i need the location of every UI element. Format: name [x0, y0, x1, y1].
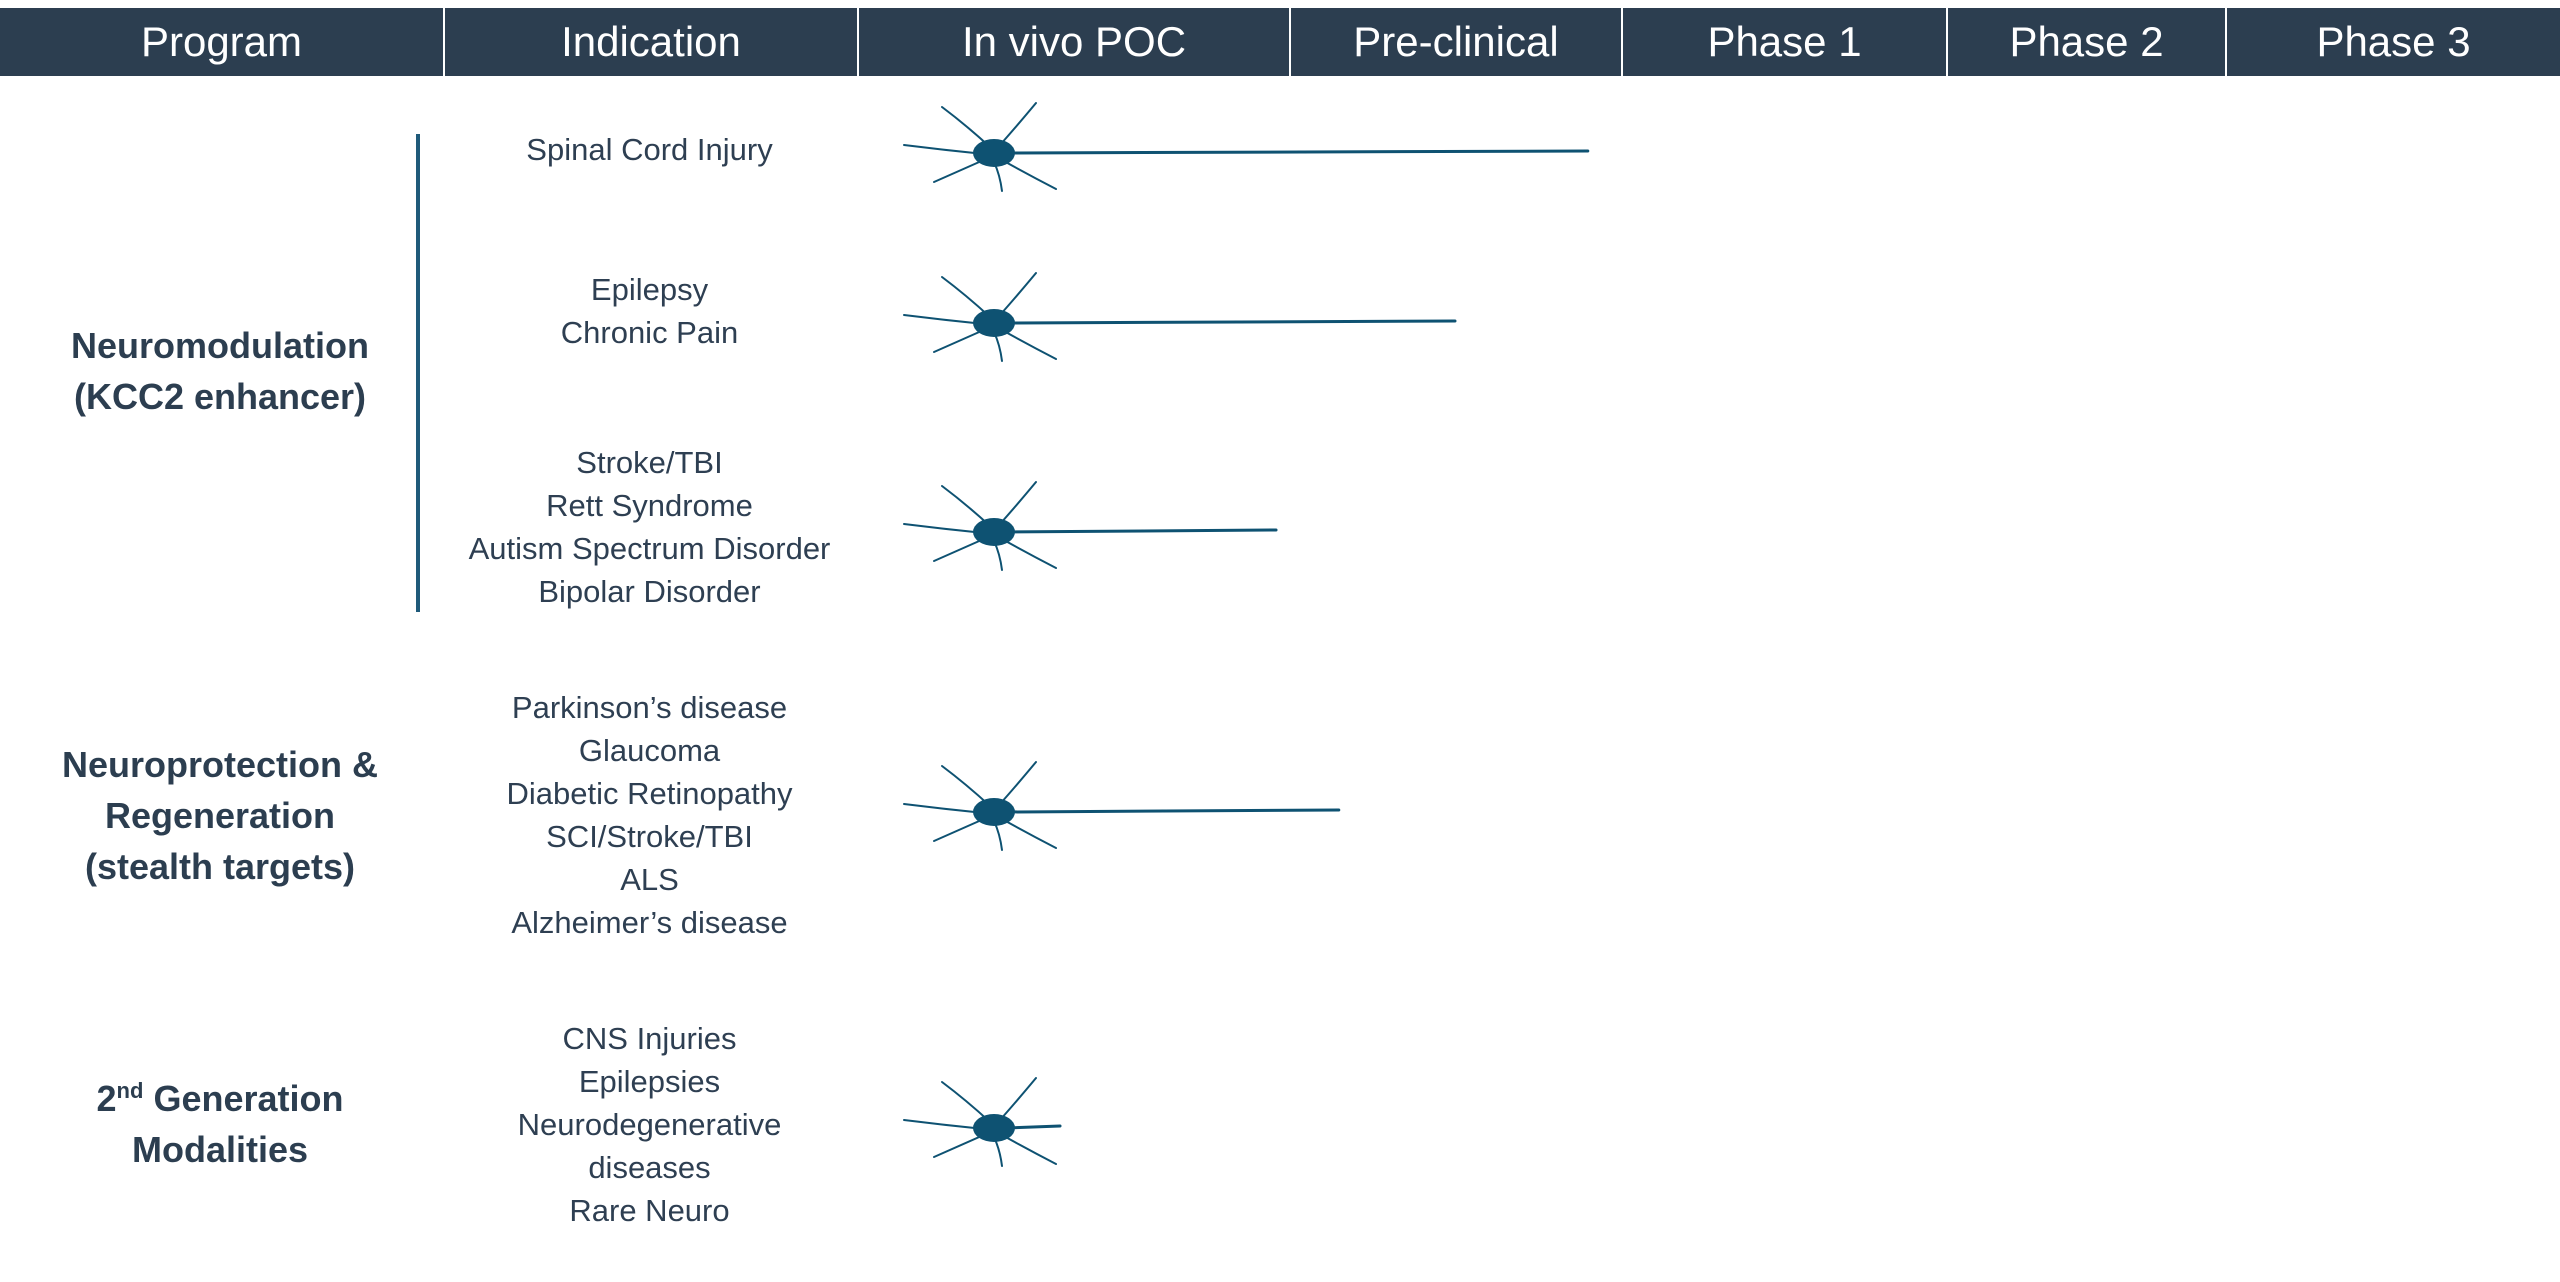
neuron-dendrite: [999, 761, 1037, 805]
neuron-dendrite: [1001, 818, 1057, 849]
header-phase-2: Phase 2: [1946, 8, 2225, 76]
program-line: (KCC2 enhancer): [73, 376, 367, 417]
header-phase-1: Phase 1: [1621, 8, 1946, 76]
neuron-dendrite: [999, 102, 1037, 146]
neuron-dendrite: [933, 328, 987, 353]
neuron-dendrite: [999, 481, 1037, 525]
header-pre-clinical: Pre-clinical: [1289, 8, 1621, 76]
neuron-dendrite: [903, 1119, 985, 1130]
neuron-marker: [903, 481, 1278, 571]
indication-item: diseases: [588, 1150, 711, 1185]
program-line: Regeneration: [104, 795, 336, 836]
neuron-dendrite: [1001, 159, 1057, 190]
neuron-dendrite: [999, 272, 1037, 316]
indication-item: CNS Injuries: [562, 1021, 737, 1056]
header-in-vivo-poc: In vivo POC: [857, 8, 1289, 76]
indication-group-2: Epilepsy Chronic Pain: [442, 268, 857, 354]
neuron-dendrite: [903, 314, 985, 325]
neuron-dendrite: [903, 803, 985, 814]
neuromodulation-group-bar: [416, 134, 420, 612]
neuron-dendrite: [941, 765, 991, 807]
neuron-axon: [1004, 149, 1590, 155]
indication-item: Diabetic Retinopathy: [506, 776, 793, 811]
neuron-soma: [973, 139, 1015, 167]
neuron-axon: [1004, 528, 1278, 534]
neuron-axon: [1004, 808, 1341, 814]
header-phase-3: Phase 3: [2225, 8, 2560, 76]
indication-item: Chronic Pain: [560, 315, 739, 350]
program-line: 2nd Generation: [0, 1073, 440, 1124]
neuron-soma: [973, 1114, 1015, 1142]
neuron-dendrite: [1001, 1134, 1057, 1165]
indication-item: Rett Syndrome: [546, 488, 753, 523]
neuron-dendrite: [1001, 538, 1057, 569]
neuron-marker: [903, 272, 1457, 362]
program-superscript: nd: [116, 1078, 144, 1103]
indication-item: Rare Neuro: [569, 1193, 730, 1228]
neuron-axon: [1004, 1124, 1062, 1130]
indication-item: Epilepsy: [590, 272, 709, 307]
neuron-dendrite: [999, 1077, 1037, 1121]
program-line: Neuromodulation: [71, 325, 369, 366]
indication-item: Spinal Cord Injury: [526, 132, 773, 167]
program-word: Generation: [153, 1078, 344, 1119]
indication-item: Epilepsies: [578, 1064, 721, 1099]
indication-item: Parkinson’s disease: [511, 690, 788, 725]
program-line: Neuroprotection &: [61, 744, 378, 785]
pipeline-header: Program Indication In vivo POC Pre-clini…: [0, 8, 2560, 76]
indication-item: ALS: [620, 862, 679, 897]
neuron-dendrite: [933, 1133, 987, 1158]
neuron-dendrite: [1001, 329, 1057, 360]
neuron-marker: [903, 761, 1341, 851]
neuron-dendrite: [933, 537, 987, 562]
neuron-dendrite: [941, 1081, 991, 1123]
neuron-dendrite: [903, 144, 985, 155]
neuron-soma: [973, 518, 1015, 546]
indication-item: Stroke/TBI: [576, 445, 723, 480]
indication-item: Autism Spectrum Disorder: [468, 531, 831, 566]
indication-group-5: CNS Injuries Epilepsies Neurodegenerativ…: [442, 1017, 857, 1232]
program-line: Modalities: [131, 1129, 309, 1170]
neuron-dendrite: [933, 158, 987, 183]
program-neuromodulation: Neuromodulation (KCC2 enhancer): [0, 320, 440, 422]
indication-group-4: Parkinson’s disease Glaucoma Diabetic Re…: [442, 686, 857, 944]
neuron-soma: [973, 309, 1015, 337]
indication-item: Bipolar Disorder: [538, 574, 761, 609]
neuron-dendrite: [903, 523, 985, 534]
program-neuroprotection: Neuroprotection & Regeneration (stealth …: [0, 739, 440, 892]
indication-item: SCI/Stroke/TBI: [546, 819, 753, 854]
program-line: (stealth targets): [84, 846, 356, 887]
neuron-axon: [1004, 319, 1457, 325]
indication-item: Neurodegenerative: [517, 1107, 782, 1142]
indication-item: Glaucoma: [578, 733, 721, 768]
neuron-soma: [973, 798, 1015, 826]
neuron-dendrite: [941, 276, 991, 318]
indication-item: Alzheimer’s disease: [511, 905, 788, 940]
program-prefix: 2: [96, 1078, 117, 1119]
neuron-marker: [903, 1077, 1062, 1167]
header-program: Program: [140, 18, 303, 65]
neuron-dendrite: [941, 106, 991, 148]
indication-group-1: Spinal Cord Injury: [442, 128, 857, 171]
indication-group-3: Stroke/TBI Rett Syndrome Autism Spectrum…: [442, 441, 857, 613]
header-indication: Indication: [443, 8, 857, 76]
neuron-dendrite: [941, 485, 991, 527]
neuron-dendrite: [933, 817, 987, 842]
program-2nd-generation: 2nd Generation Modalities: [0, 1073, 440, 1175]
neuron-marker: [903, 102, 1590, 192]
